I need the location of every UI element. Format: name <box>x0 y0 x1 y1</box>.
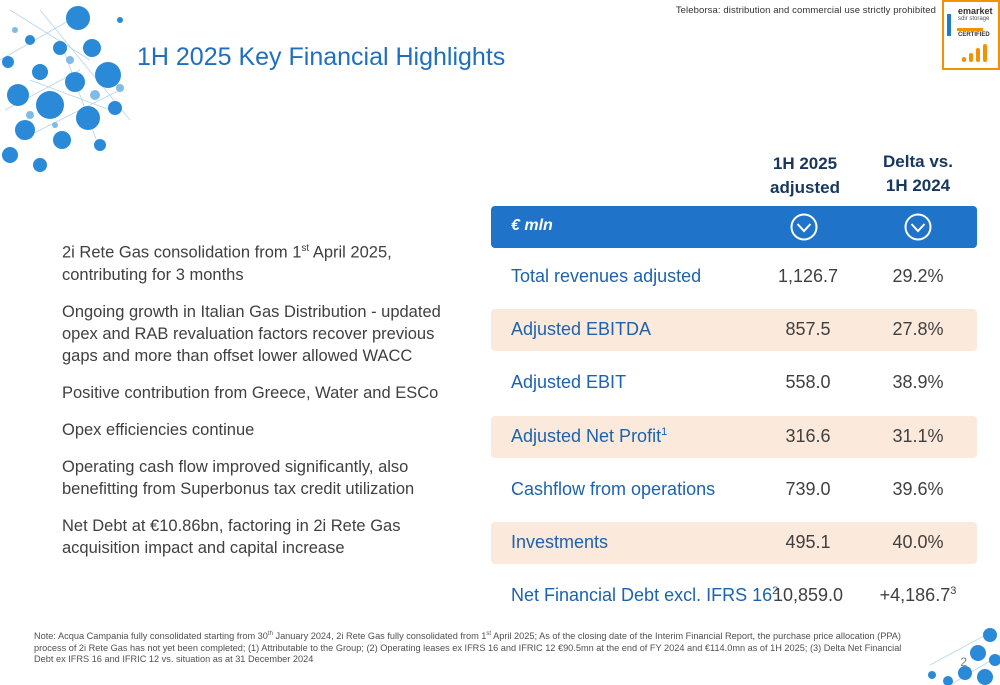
footnote-sup1: th <box>267 631 273 637</box>
row-label: Net Financial Debt excl. IFRS 162 <box>511 585 778 606</box>
row-delta-text: 29.2% <box>892 266 944 286</box>
column-header-delta: Delta vs. 1H 2024 <box>863 150 973 198</box>
column-header-1h2025: 1H 2025 adjusted <box>750 152 860 200</box>
row-label-footnote: 2 <box>772 585 779 597</box>
row-value-1h2025: 1,126.7 <box>777 266 839 286</box>
row-value-1h2025: 495.1 <box>785 532 831 552</box>
row-value-1h2025: 10,859.0 <box>772 585 844 605</box>
table-row: Adjusted EBIT 558.0 38.9% <box>491 362 977 404</box>
highlight-item: Operating cash flow improved significant… <box>62 456 442 500</box>
row-label-text: Adjusted Net Profit <box>511 426 662 446</box>
table-row: Cashflow from operations 739.0 39.6% <box>491 469 977 511</box>
row-label-text: Adjusted EBIT <box>511 372 627 392</box>
badge-line1: emarket <box>958 6 993 16</box>
row-label: Investments <box>511 532 608 553</box>
row-value-1h2025: 857.5 <box>785 319 831 339</box>
row-delta-footnote: 3 <box>950 585 957 597</box>
row-label: Adjusted EBITDA <box>511 319 651 340</box>
row-value-delta: 29.2% <box>863 266 973 287</box>
highlight-text: Opex efficiencies continue <box>62 420 255 439</box>
badge-orange-bar <box>957 28 983 31</box>
row-delta-text: +4,186.7 <box>879 585 951 605</box>
badge-line2: sdir storage <box>958 16 990 22</box>
footnote-part3: April 2025; As of the closing date of th… <box>34 631 902 665</box>
row-value-delta: 39.6% <box>863 479 973 500</box>
highlight-item: Net Debt at €10.86bn, factoring in 2i Re… <box>62 515 442 559</box>
chevron-down-icon <box>904 213 932 241</box>
watermark-text: Teleborsa: distribution and commercial u… <box>675 5 936 16</box>
table-row: Net Financial Debt excl. IFRS 162 10,859.… <box>491 575 977 617</box>
row-value-1h2025: 739.0 <box>785 479 831 499</box>
highlight-item: Positive contribution from Greece, Water… <box>62 382 442 404</box>
highlight-text: Net Debt at €10.86bn, factoring in 2i Re… <box>62 516 401 557</box>
row-value-delta: 27.8% <box>863 319 973 340</box>
chevron-down-icon <box>790 213 818 241</box>
row-delta-text: 27.8% <box>892 319 944 339</box>
table-row: Adjusted Net Profit1 316.6 31.1% <box>491 416 977 458</box>
row-value-delta: 31.1% <box>863 426 973 447</box>
table-header-bar: € mln <box>491 206 977 248</box>
highlight-text-cont: April 2025, contributing for 3 months <box>62 243 392 284</box>
footnote-part2: January 2024, 2i Rete Gas fully consolid… <box>272 631 487 642</box>
row-delta-text: 38.9% <box>892 372 944 392</box>
highlight-item: Ongoing growth in Italian Gas Distributi… <box>62 301 442 367</box>
footnote-sup2: st <box>486 631 492 637</box>
row-label-text: Total revenues adjusted <box>511 266 702 286</box>
row-value-delta: 38.9% <box>863 372 973 393</box>
highlight-item: Opex efficiencies continue <box>62 419 442 441</box>
row-label-footnote: 1 <box>661 426 668 438</box>
molecule-decoration-corner <box>928 628 1000 685</box>
row-delta-text: 39.6% <box>892 479 944 499</box>
column-header-delta-line1: Delta vs. <box>883 152 953 171</box>
column-header-delta-line2: 1H 2024 <box>885 176 951 195</box>
row-label-text: Adjusted EBITDA <box>511 319 652 339</box>
highlight-text: Positive contribution from Greece, Water… <box>62 383 439 402</box>
highlights-list: 2i Rete Gas consolidation from 1st April… <box>62 238 442 574</box>
footnote-part1: Note: Acqua Campania fully consolidated … <box>34 631 268 642</box>
row-label: Adjusted Net Profit1 <box>511 426 667 447</box>
badge-line3: CERTIFIED <box>958 32 990 38</box>
badge-accent <box>947 14 951 36</box>
footnote: Note: Acqua Campania fully consolidated … <box>34 629 904 666</box>
row-label: Total revenues adjusted <box>511 266 701 287</box>
highlight-text: Operating cash flow improved significant… <box>62 457 415 498</box>
row-label-text: Net Financial Debt excl. IFRS 16 <box>511 585 773 605</box>
unit-label: € mln <box>511 217 553 234</box>
emarket-storage-badge: emarket sdir storage CERTIFIED <box>942 0 1000 70</box>
row-value-1h2025: 558.0 <box>785 372 831 392</box>
page-title: 1H 2025 Key Financial Highlights <box>137 43 506 71</box>
row-value-delta: 40.0% <box>863 532 973 553</box>
row-label: Adjusted EBIT <box>511 372 626 393</box>
column-header-1h2025-line1: 1H 2025 <box>772 154 838 173</box>
molecule-decoration <box>0 6 131 172</box>
highlight-superscript: st <box>301 243 310 254</box>
highlight-text: Ongoing growth in Italian Gas Distributi… <box>62 302 441 365</box>
table-row: Adjusted EBITDA 857.5 27.8% <box>491 309 977 351</box>
row-delta-text: 40.0% <box>892 532 944 552</box>
page-number: 2 <box>960 655 967 669</box>
row-value-1h2025: 316.6 <box>785 426 831 446</box>
table-row: Investments 495.1 40.0% <box>491 522 977 564</box>
table-row: Total revenues adjusted 1,126.7 29.2% <box>491 256 977 298</box>
column-header-1h2025-line2: adjusted <box>770 178 840 197</box>
row-label-text: Investments <box>511 532 609 552</box>
highlight-text: 2i Rete Gas consolidation from 1 <box>62 243 302 262</box>
row-label: Cashflow from operations <box>511 479 715 500</box>
highlight-item: 2i Rete Gas consolidation from 1st April… <box>62 238 442 286</box>
row-delta-text: 31.1% <box>892 426 944 446</box>
row-label-text: Cashflow from operations <box>511 479 716 499</box>
row-value-delta: +4,186.73 <box>863 585 973 606</box>
